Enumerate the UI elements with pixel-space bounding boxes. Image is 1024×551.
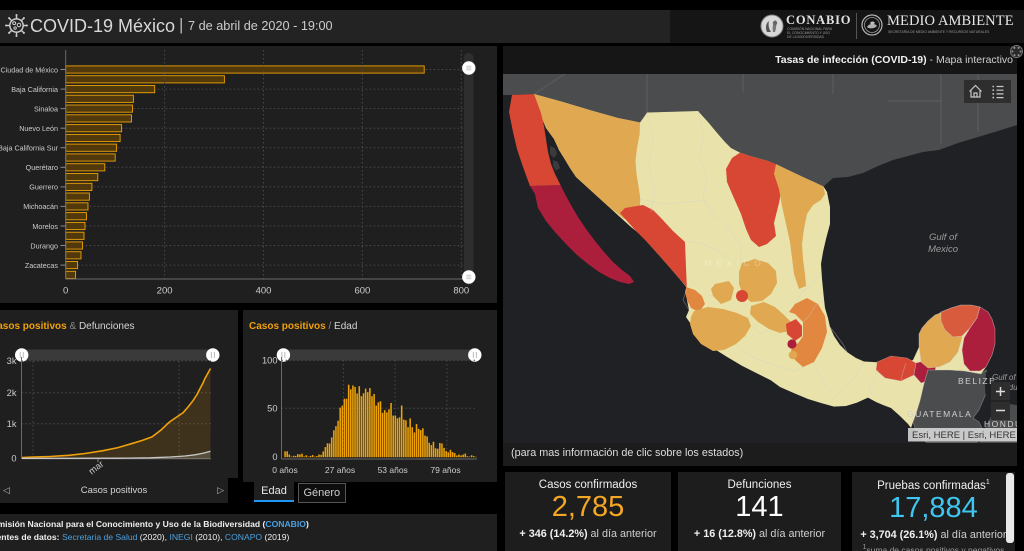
svg-text:MÉXICO: MÉXICO	[705, 258, 766, 268]
svg-text:Michoacán: Michoacán	[23, 202, 58, 211]
svg-text:0 años: 0 años	[272, 465, 298, 475]
svg-text:Ciudad de México: Ciudad de México	[0, 65, 58, 74]
svg-text:Zacatecas: Zacatecas	[25, 261, 59, 270]
svg-text:27 años: 27 años	[324, 465, 354, 475]
svg-text:400: 400	[256, 286, 272, 297]
svg-text:GUATEMALA: GUATEMALA	[907, 409, 972, 419]
svg-text:Durango: Durango	[30, 241, 58, 250]
svg-text:0: 0	[63, 286, 68, 297]
svg-text:Gulf of: Gulf of	[929, 232, 958, 243]
svg-text:Mexico: Mexico	[928, 244, 958, 255]
svg-text:Sinaloa: Sinaloa	[34, 104, 58, 113]
svg-text:79 años: 79 años	[430, 465, 460, 475]
svg-text:Gulf of: Gulf of	[992, 373, 1016, 382]
svg-text:Querétaro: Querétaro	[26, 163, 58, 172]
svg-text:800: 800	[453, 286, 469, 297]
svg-text:50: 50	[267, 403, 277, 413]
svg-text:HONDUR: HONDUR	[984, 419, 1017, 429]
svg-text:100: 100	[261, 355, 277, 365]
svg-text:3k: 3k	[7, 356, 17, 366]
svg-text:BELIZE: BELIZE	[958, 376, 996, 386]
svg-text:Guerrero: Guerrero	[29, 183, 58, 192]
svg-text:600: 600	[354, 286, 370, 297]
svg-text:0: 0	[272, 452, 277, 462]
svg-text:2k: 2k	[7, 388, 17, 398]
svg-text:0: 0	[11, 454, 16, 464]
svg-text:Baja California: Baja California	[11, 85, 58, 94]
svg-text:Esri, HERE | Esri, HERE: Esri, HERE | Esri, HERE	[912, 430, 1016, 441]
svg-text:Baja California Sur: Baja California Sur	[0, 144, 59, 153]
svg-text:53 años: 53 años	[377, 465, 407, 475]
svg-text:Nuevo León: Nuevo León	[19, 124, 58, 133]
svg-text:200: 200	[157, 286, 173, 297]
svg-text:mar: mar	[87, 459, 106, 477]
svg-text:1k: 1k	[7, 419, 17, 429]
svg-text:Morelos: Morelos	[32, 222, 58, 231]
